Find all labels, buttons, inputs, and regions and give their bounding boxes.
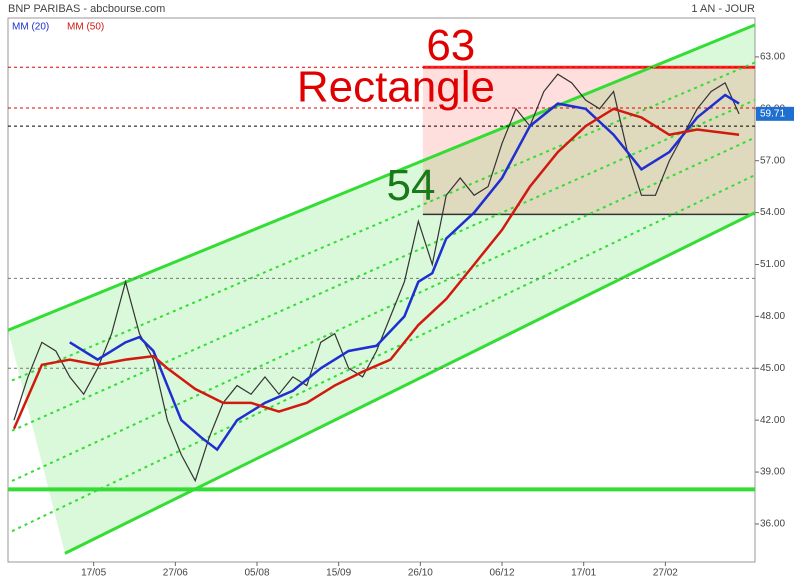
channel-lower [64, 211, 756, 555]
y-tick-label: 39.00 [760, 467, 785, 478]
x-tick-label: 27/02 [653, 568, 678, 579]
series-line [69, 93, 740, 452]
y-tick-label: 45.00 [760, 363, 785, 374]
x-tick-label: 17/05 [81, 568, 106, 579]
y-tick-label: 57.00 [760, 155, 785, 166]
y-tick-label: 48.00 [760, 311, 785, 322]
series-line [12, 107, 740, 430]
annotation: 54 [386, 161, 435, 210]
channel-fill [8, 24, 755, 554]
legend-entry: MM (20) [12, 22, 49, 33]
annotation: 63 [426, 21, 475, 70]
last-price-box [756, 106, 794, 121]
last-price-label: 59.71 [760, 108, 785, 119]
x-tick-label: 05/08 [244, 568, 269, 579]
chart-title: BNP PARIBAS - abcbourse.com [8, 3, 165, 15]
x-tick-label: 15/09 [326, 568, 351, 579]
x-tick-label: 17/01 [571, 568, 596, 579]
annotation: Rectangle [297, 62, 495, 111]
channel-upper [7, 23, 756, 332]
y-tick-label: 63.00 [760, 52, 785, 63]
x-tick-label: 27/06 [163, 568, 188, 579]
series-line [13, 73, 740, 483]
y-tick-label: 54.00 [760, 207, 785, 218]
chart-subtitle: 1 AN - JOUR [691, 3, 755, 15]
x-tick-label: 06/12 [490, 568, 515, 579]
y-tick-label: 51.00 [760, 259, 785, 270]
y-tick-label: 42.00 [760, 415, 785, 426]
channel-inner [11, 99, 756, 432]
channel-inner [11, 174, 756, 533]
legend-entry: MM (50) [67, 22, 104, 33]
x-tick-label: 26/10 [408, 568, 433, 579]
plot-area [7, 17, 756, 563]
y-tick-label: 36.00 [760, 519, 785, 530]
